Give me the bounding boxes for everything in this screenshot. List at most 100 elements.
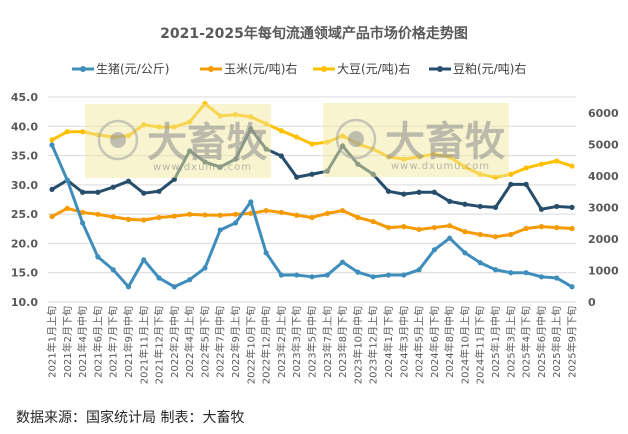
data-point (156, 188, 162, 194)
x-tick-label: 2025年9月下旬 (566, 306, 579, 378)
data-point (554, 275, 560, 281)
data-point (187, 277, 193, 283)
right-tick-label: 2000 (588, 233, 619, 246)
data-point (477, 203, 483, 210)
data-point (294, 134, 300, 140)
x-tick-label: 2023年8月下旬 (336, 306, 349, 378)
data-point (462, 250, 468, 256)
left-tick-label: 20.0 (11, 237, 38, 250)
data-point (431, 189, 437, 195)
x-tick-label: 2023年12月上旬 (367, 306, 380, 384)
x-tick-label: 2024年10月上旬 (458, 306, 471, 384)
data-point (263, 207, 269, 214)
data-point (248, 210, 254, 216)
data-point (370, 218, 376, 225)
data-point (523, 165, 529, 171)
right-tick-label: 4000 (588, 170, 619, 183)
data-point (217, 212, 223, 218)
x-tick-label: 2022年5月下旬 (198, 306, 211, 378)
data-point (309, 274, 315, 280)
data-point (355, 214, 361, 221)
data-point (202, 265, 208, 271)
data-point (569, 284, 575, 290)
series-line (51, 206, 573, 239)
x-tick-label: 2021年4月中旬 (76, 306, 89, 378)
right-tick-label: 5000 (588, 138, 619, 151)
legend-marker (208, 66, 214, 72)
data-point (79, 189, 86, 195)
left-tick-label: 10.0 (11, 296, 38, 309)
watermark-text: 大畜牧 (147, 120, 268, 166)
data-point (79, 209, 86, 216)
data-point (294, 212, 300, 218)
x-tick-label: 2022年12月中旬 (260, 306, 273, 384)
data-point (141, 190, 147, 196)
data-point (324, 210, 330, 216)
series-0 (49, 142, 575, 290)
legend: 生猪(元/公斤) 玉米(元/吨)右 大豆(元/吨)右 豆粕(元/吨)右 (72, 61, 526, 76)
legend-marker (321, 66, 327, 72)
right-axis: 0 1000 2000 3000 4000 5000 6000 (588, 107, 619, 309)
data-point (79, 129, 86, 135)
x-tick-label: 2023年2月上旬 (275, 306, 288, 378)
data-point (141, 257, 147, 263)
data-point (538, 161, 545, 167)
data-point (95, 211, 101, 217)
x-tick-label: 2021年9月中旬 (122, 306, 135, 378)
data-point (278, 272, 285, 278)
watermark-logo-icon (97, 119, 139, 161)
data-point (171, 284, 177, 290)
x-tick-label: 2023年5月中旬 (306, 306, 319, 378)
data-point (217, 227, 223, 233)
legend-item: 豆粕(元/吨)右 (429, 61, 526, 76)
data-point (49, 137, 55, 143)
x-tick-label: 2024年3月中旬 (397, 306, 410, 378)
data-point (324, 272, 330, 278)
x-tick-label: 2022年10月下旬 (244, 306, 257, 384)
x-tick-label: 2024年1月下旬 (382, 306, 395, 378)
data-point (278, 209, 285, 216)
x-tick-label: 2024年5月上旬 (413, 306, 426, 378)
data-point (508, 171, 514, 177)
x-tick-label: 2025年8月上旬 (550, 306, 563, 378)
data-point (416, 226, 422, 233)
data-point (431, 224, 437, 231)
legend-label: 生猪(元/公斤) (96, 62, 169, 76)
x-tick-label: 2022年4月上旬 (183, 306, 196, 378)
data-point (95, 254, 101, 260)
data-point (263, 250, 269, 256)
x-tick-label: 2023年10月中旬 (351, 306, 364, 384)
right-tick-label: 3000 (588, 201, 619, 214)
data-point (339, 259, 346, 265)
data-point (416, 267, 422, 273)
data-point (508, 181, 514, 187)
data-point (309, 214, 315, 221)
data-point (64, 177, 70, 183)
data-point (156, 275, 162, 281)
data-point (171, 213, 177, 219)
x-tick-label: 2025年1月中旬 (489, 306, 502, 378)
data-point (401, 272, 407, 278)
data-point (141, 217, 147, 223)
data-point (462, 229, 468, 235)
data-point (49, 213, 55, 220)
x-tick-label: 2021年12月下旬 (153, 306, 166, 384)
legend-marker (80, 66, 86, 72)
left-tick-label: 30.0 (11, 179, 38, 192)
data-point (294, 272, 300, 278)
data-point (187, 211, 193, 217)
data-point (232, 220, 239, 226)
data-point (538, 206, 545, 212)
x-tick-label: 2022年7月中旬 (214, 306, 227, 378)
legend-label: 大豆(元/吨)右 (337, 61, 410, 76)
data-point (110, 184, 116, 190)
data-point (294, 174, 300, 180)
x-tick-label: 2025年3月上旬 (504, 306, 517, 378)
left-tick-label: 15.0 (11, 267, 38, 280)
x-axis: 2021年1月上旬 2021年2月下旬 2021年4月中旬 2021年6月上旬 2021… (46, 306, 579, 384)
data-point (248, 199, 254, 205)
watermark-logo-icon (335, 118, 377, 160)
data-point (447, 235, 453, 241)
